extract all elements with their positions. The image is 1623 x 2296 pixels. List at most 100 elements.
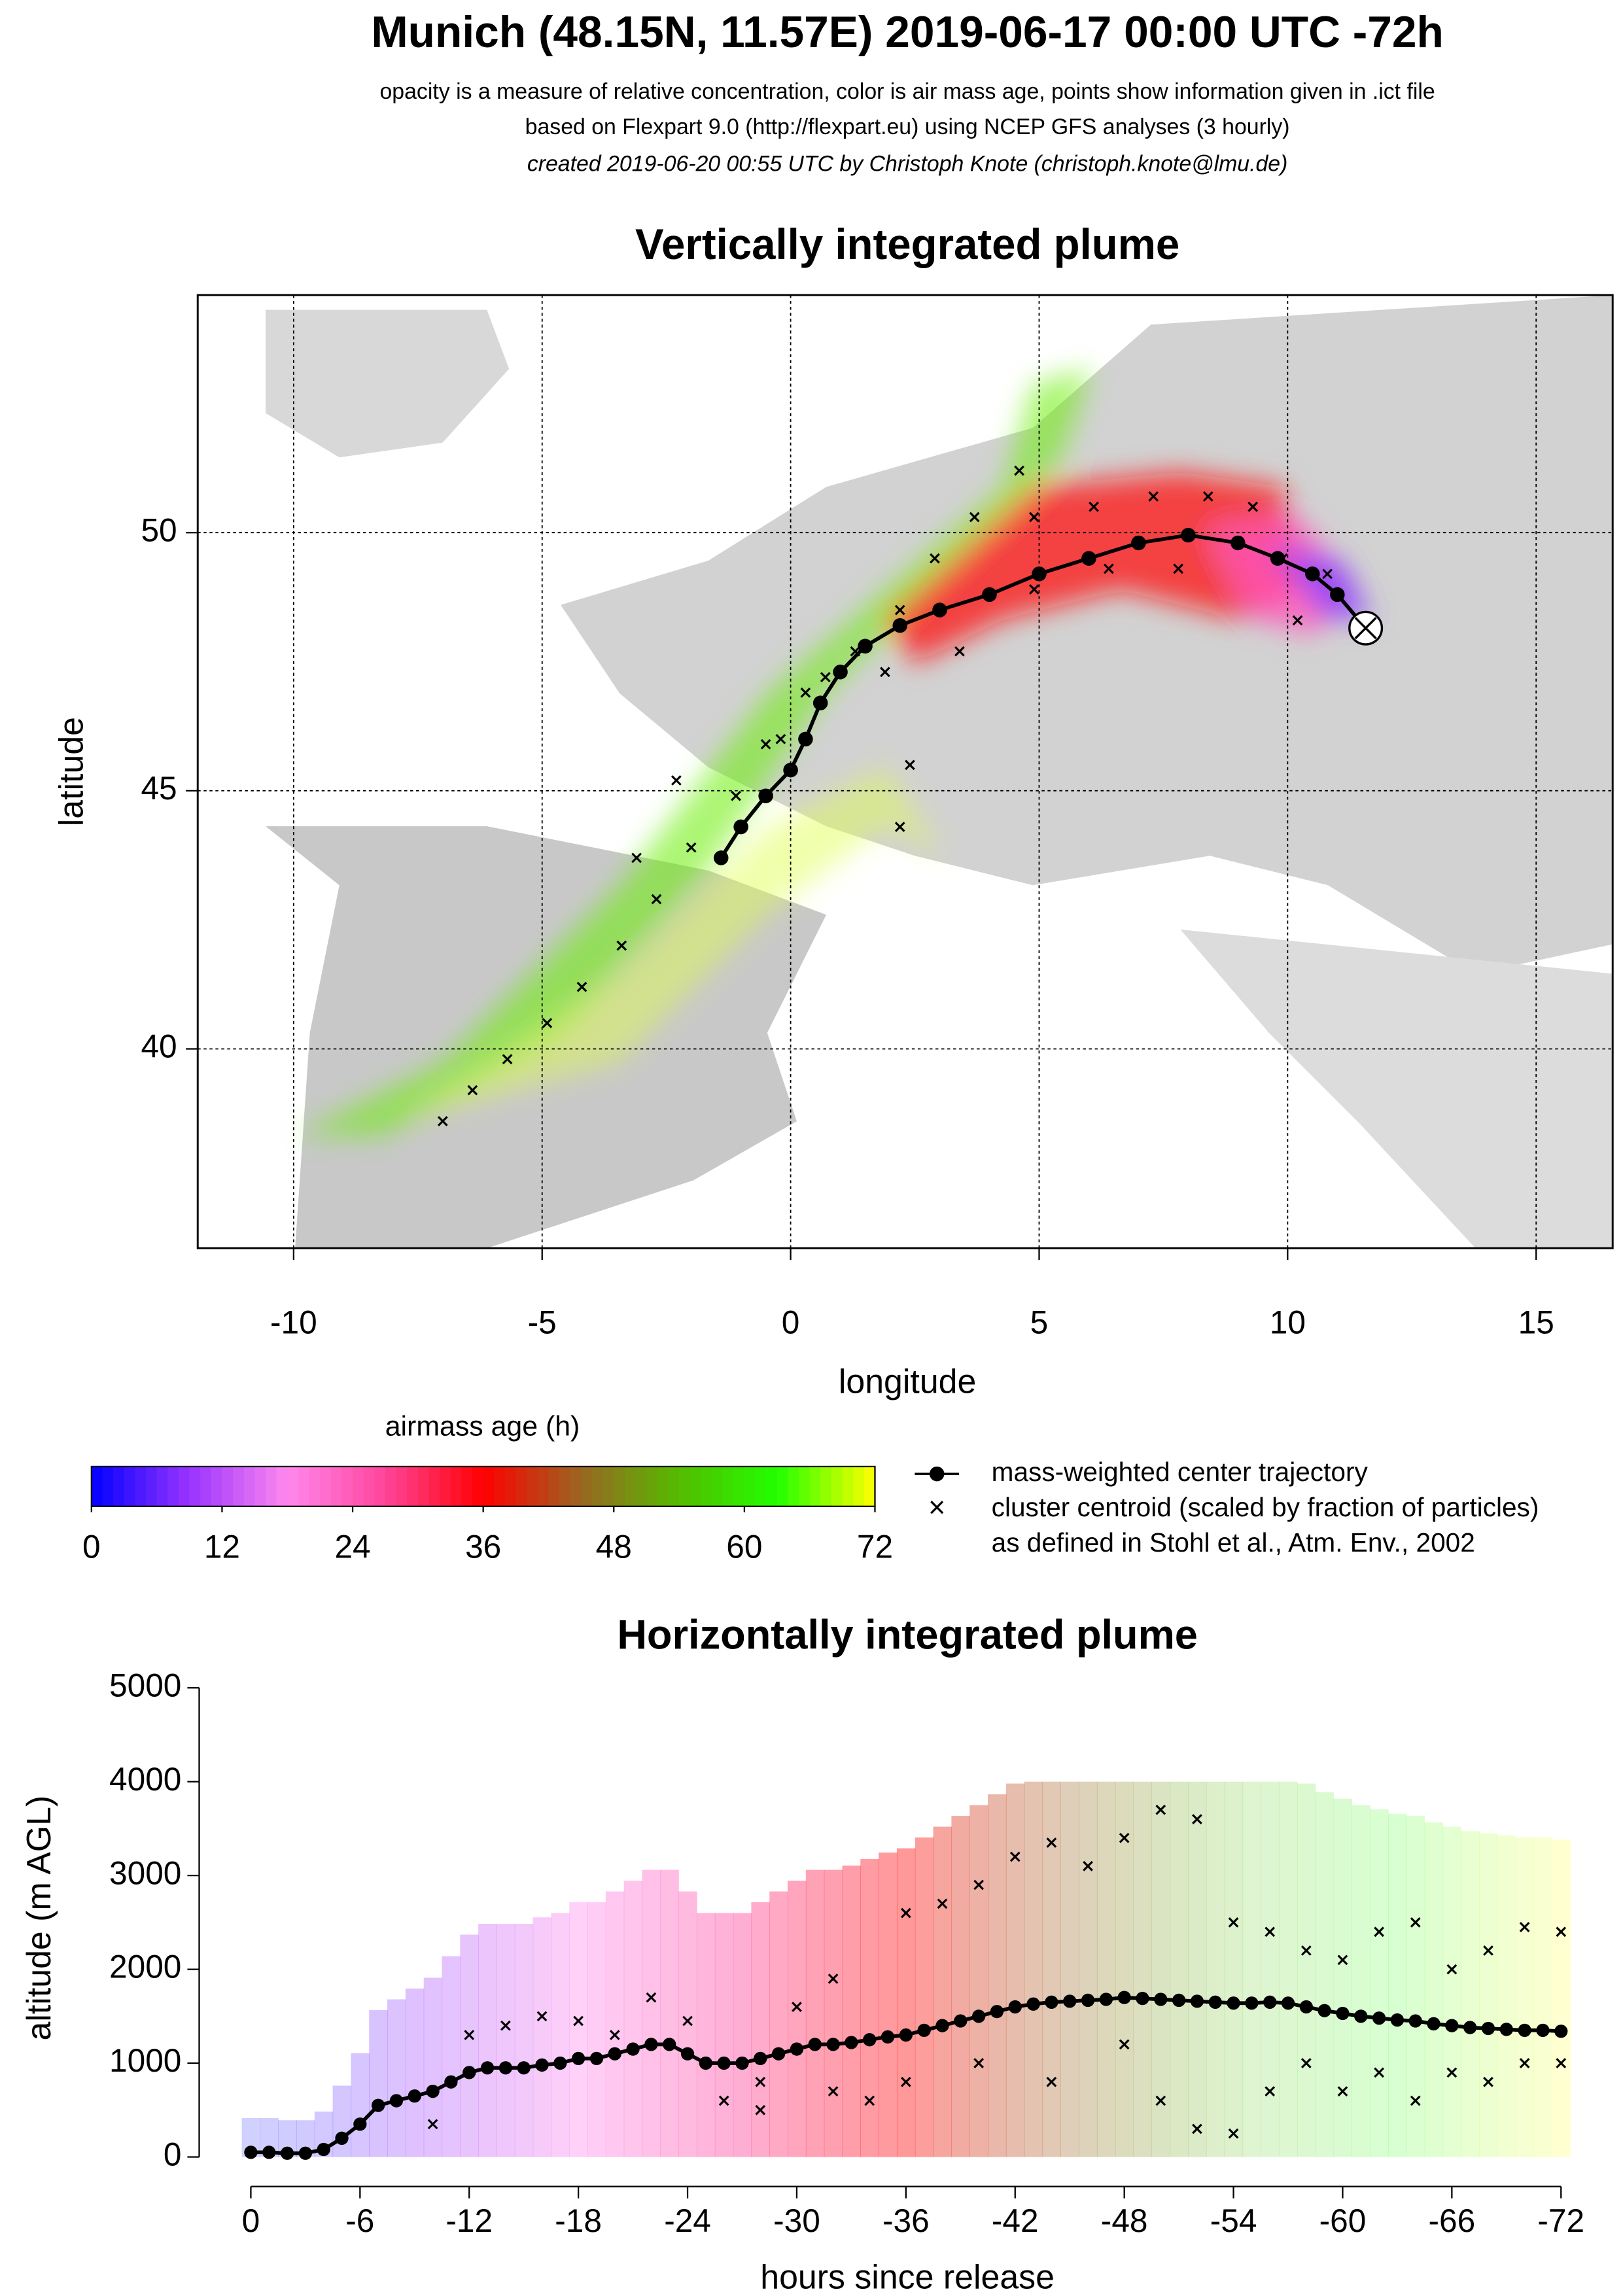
trajectory-point bbox=[790, 2042, 804, 2056]
cluster-centroid bbox=[1155, 1804, 1166, 1815]
cluster-centroid bbox=[973, 2058, 985, 2068]
trajectory-point bbox=[1026, 1997, 1040, 2011]
plume-shading bbox=[842, 1865, 861, 2157]
land bbox=[1180, 929, 1613, 1249]
cluster-centroid bbox=[1248, 501, 1259, 512]
colorbar-cell bbox=[472, 1466, 484, 1506]
cluster-centroid bbox=[1300, 1945, 1312, 1956]
trajectory-point bbox=[1481, 2021, 1495, 2036]
subtitle: created 2019-06-20 00:55 UTC by Christop… bbox=[527, 152, 1288, 177]
cluster-centroid bbox=[937, 1898, 948, 1909]
cluster-centroid bbox=[954, 646, 965, 657]
colorbar-cell bbox=[483, 1466, 495, 1506]
cluster-centroid bbox=[930, 553, 940, 564]
plume-shading bbox=[769, 1891, 788, 2157]
colorbar-cell bbox=[657, 1466, 669, 1506]
cluster-centroid bbox=[1083, 1860, 1093, 1871]
trajectory-point bbox=[899, 2028, 913, 2042]
cluster-centroid bbox=[1410, 1917, 1421, 1928]
trajectory-point bbox=[812, 695, 828, 710]
trajectory-point bbox=[783, 762, 798, 778]
trajectory-point bbox=[389, 2094, 404, 2108]
plume-shading bbox=[751, 1902, 770, 2157]
cluster-centroid bbox=[1046, 2076, 1057, 2087]
cluster-centroid bbox=[905, 759, 915, 771]
colorbar-tick-label: 12 bbox=[204, 1528, 240, 1565]
trajectory-point bbox=[517, 2061, 531, 2075]
cluster-centroid bbox=[500, 2020, 511, 2031]
plume-shading bbox=[405, 1989, 425, 2157]
plume-shading bbox=[1533, 1837, 1553, 2157]
colorbar-tick-label: 36 bbox=[465, 1528, 501, 1565]
plume-shading bbox=[442, 1956, 461, 2157]
colorbar-cell bbox=[864, 1466, 876, 1506]
trajectory-point bbox=[1536, 2023, 1550, 2038]
trajectory-point bbox=[1281, 1996, 1295, 2010]
cluster-centroid bbox=[900, 2076, 911, 2087]
trajectory-point bbox=[1318, 2004, 1331, 2017]
trajectory-point bbox=[1208, 1995, 1222, 2009]
x-tick-label: -10 bbox=[270, 1304, 317, 1341]
trajectory-point bbox=[717, 2056, 731, 2070]
cluster-centroid bbox=[1014, 465, 1024, 476]
colorbar-cell bbox=[124, 1466, 136, 1506]
plume-shading bbox=[1370, 1809, 1389, 2157]
cluster-centroid bbox=[686, 842, 697, 853]
trajectory-point bbox=[1305, 566, 1320, 582]
cluster-centroid bbox=[894, 604, 905, 616]
y-tick-label: 40 bbox=[141, 1028, 177, 1065]
x-tick-label: -60 bbox=[1319, 2202, 1367, 2239]
y-tick-label: 4000 bbox=[109, 1761, 181, 1798]
x-tick-label: -30 bbox=[773, 2202, 820, 2239]
cluster-centroid bbox=[467, 1085, 478, 1096]
colorbar-cell bbox=[711, 1466, 724, 1506]
trajectory-point bbox=[1445, 2019, 1459, 2032]
y-tick-label: 2000 bbox=[109, 1949, 181, 1985]
plume-shading bbox=[988, 1794, 1007, 2157]
plume-shading bbox=[1497, 1835, 1516, 2157]
trajectory-point bbox=[982, 587, 997, 602]
colorbar-cell bbox=[135, 1466, 147, 1506]
trajectory-point bbox=[608, 2047, 621, 2061]
trajectory-point bbox=[954, 2014, 968, 2028]
cluster-centroid bbox=[1374, 1926, 1384, 1938]
cluster-centroid bbox=[900, 1907, 911, 1919]
colorbar-cell bbox=[363, 1466, 375, 1506]
trajectory-point bbox=[298, 2146, 313, 2160]
plume-shading bbox=[587, 1902, 606, 2157]
colorbar: 0 12 24 36 48 60 72 bbox=[82, 1465, 893, 1565]
colorbar-tick-label: 24 bbox=[334, 1528, 370, 1565]
cluster-centroid bbox=[1228, 2128, 1239, 2139]
profile-layer: 0 1000 2000 3000 4000 5000 0 -6 -12 -18 -24 -30 -36 -… bbox=[109, 1667, 1584, 2239]
cluster-centroid bbox=[1192, 2123, 1202, 2134]
legend-note: as defined in Stohl et al., Atm. Env., 2… bbox=[992, 1527, 1475, 1557]
plume-shading bbox=[824, 1870, 843, 2157]
cluster-centroid bbox=[1089, 501, 1099, 512]
x-tick-label: -66 bbox=[1429, 2202, 1476, 2239]
trajectory-point bbox=[1263, 1995, 1277, 2009]
cluster-centroid bbox=[1119, 1832, 1130, 1843]
trajectory-point bbox=[1230, 535, 1246, 551]
colorbar-cell bbox=[113, 1466, 125, 1506]
cluster-centroid bbox=[1028, 584, 1039, 595]
plume-shading bbox=[1060, 1781, 1079, 2157]
map-layer: -10 -5 0 5 10 15 40 45 50 bbox=[141, 295, 1613, 1341]
x-tick-label: -12 bbox=[445, 2202, 493, 2239]
plume-shading bbox=[860, 1859, 879, 2157]
cluster-centroid bbox=[792, 2002, 802, 2012]
trajectory-point bbox=[663, 2038, 676, 2051]
cluster-centroid bbox=[427, 2119, 438, 2130]
plume-shading bbox=[678, 1891, 697, 2157]
trajectory-point bbox=[858, 638, 873, 654]
trajectory-point bbox=[1518, 2023, 1531, 2038]
colorbar-cell bbox=[309, 1466, 321, 1506]
trajectory-point bbox=[881, 2030, 895, 2044]
cluster-centroid bbox=[651, 894, 662, 905]
trajectory-point bbox=[1131, 535, 1146, 551]
colorbar-cell bbox=[635, 1466, 648, 1506]
cluster-centroid bbox=[894, 822, 905, 832]
plume-shading bbox=[351, 2053, 370, 2157]
plume-shading bbox=[696, 1913, 716, 2157]
trajectory-point bbox=[735, 2056, 749, 2070]
trajectory-point bbox=[971, 2009, 986, 2023]
